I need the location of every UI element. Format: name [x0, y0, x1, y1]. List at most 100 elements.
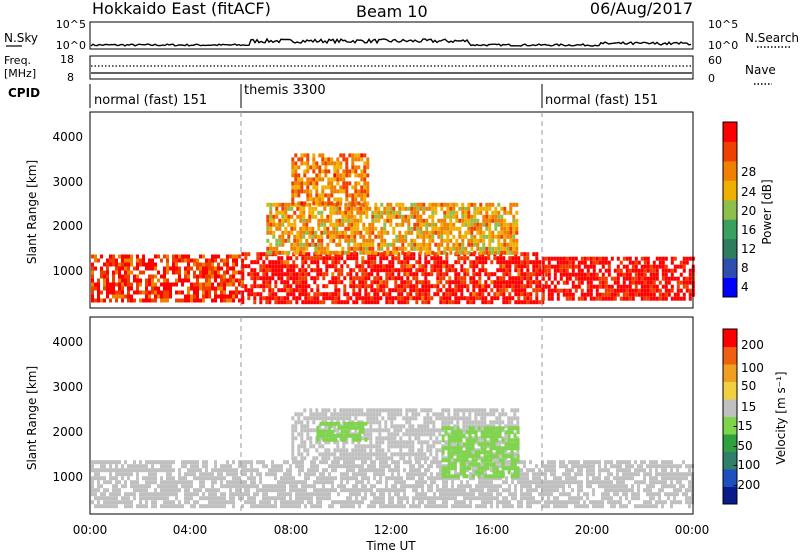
velocity-cell	[412, 504, 415, 509]
velocity-cell	[589, 484, 592, 489]
velocity-cell	[688, 500, 691, 505]
velocity-cell	[363, 412, 367, 417]
power-cell	[520, 276, 524, 281]
velocity-cell	[351, 408, 355, 413]
power-cell	[330, 189, 334, 194]
power-cell	[422, 238, 426, 243]
power-cell	[385, 296, 389, 301]
power-cell	[232, 266, 235, 271]
power-cell	[351, 161, 355, 166]
power-cell	[301, 284, 305, 289]
power-cell	[346, 296, 350, 301]
power-cell	[455, 242, 459, 247]
velocity-cell	[154, 476, 157, 481]
power-cell	[526, 252, 530, 257]
power-cell	[670, 260, 674, 265]
power-cell	[361, 300, 365, 305]
velocity-cell	[484, 500, 487, 505]
velocity-cell	[640, 468, 643, 473]
velocity-cell	[580, 504, 583, 509]
power-cell	[538, 284, 542, 289]
velocity-cell	[643, 476, 646, 481]
velocity-cell	[376, 488, 379, 493]
power-cell	[532, 264, 536, 269]
power-cell	[455, 210, 459, 215]
power-cell	[556, 280, 560, 285]
velocity-cell	[294, 424, 298, 429]
velocity-cell	[399, 448, 403, 453]
power-cell	[416, 242, 420, 247]
velocity-cell	[336, 428, 340, 433]
velocity-cell	[319, 480, 322, 485]
velocity-cell	[330, 416, 334, 421]
velocity-cell	[127, 492, 130, 497]
power-cell	[515, 238, 519, 243]
power-cell	[376, 300, 380, 305]
power-cell	[91, 270, 94, 275]
power-cell	[300, 201, 304, 206]
velocity-cell	[550, 500, 553, 505]
velocity-cell	[157, 484, 160, 489]
velocity-cell	[148, 496, 151, 501]
velocity-cell	[520, 476, 523, 481]
power-cell	[175, 282, 178, 287]
power-cell	[336, 181, 340, 186]
velocity-cell	[163, 464, 166, 469]
power-cell	[127, 266, 130, 271]
velocity-cell	[616, 488, 619, 493]
velocity-cell	[250, 504, 253, 509]
power-cell	[313, 256, 317, 261]
power-cell	[365, 242, 369, 247]
power-cell	[400, 296, 404, 301]
velocity-cell	[421, 476, 424, 481]
power-cell	[502, 292, 506, 297]
power-cell	[328, 296, 332, 301]
power-cell	[256, 272, 260, 277]
velocity-cell	[424, 492, 427, 497]
power-cell	[526, 276, 530, 281]
velocity-cell	[259, 504, 262, 509]
power-cell	[491, 250, 495, 255]
velocity-cell	[348, 428, 352, 433]
velocity-cell	[280, 504, 283, 509]
power-cell	[473, 234, 477, 239]
velocity-cell	[340, 500, 343, 505]
power-cell	[448, 296, 452, 301]
velocity-cell	[220, 476, 223, 481]
power-cell	[395, 250, 399, 255]
velocity-cell	[670, 492, 673, 497]
velocity-cell	[151, 480, 154, 485]
velocity-cell	[403, 488, 406, 493]
velocity-cell	[414, 436, 418, 441]
power-cell	[505, 280, 509, 285]
power-cell	[397, 288, 401, 293]
velocity-cell	[151, 500, 154, 505]
power-cell	[500, 206, 504, 211]
velocity-cell	[547, 468, 550, 473]
velocity-cell	[205, 464, 208, 469]
velocity-cell	[426, 408, 430, 413]
power-cell	[353, 246, 357, 251]
power-cell	[127, 262, 130, 267]
velocity-cell	[385, 484, 388, 489]
power-cell	[259, 276, 263, 281]
power-cell	[436, 264, 440, 269]
velocity-cell	[415, 504, 418, 509]
velocity-cell	[417, 428, 421, 433]
power-cell	[391, 260, 395, 265]
power-cell	[345, 169, 349, 174]
velocity-cell	[316, 464, 319, 469]
power-cell	[350, 226, 354, 231]
power-cell	[359, 206, 363, 211]
power-cell	[466, 268, 470, 273]
power-cell	[320, 210, 324, 215]
velocity-cell	[297, 448, 301, 453]
power-cell	[364, 296, 368, 301]
power-cell	[208, 282, 211, 287]
power-cell	[327, 201, 331, 206]
power-cell	[330, 201, 334, 206]
power-cell	[386, 202, 390, 207]
power-cell	[348, 193, 352, 198]
power-cell	[661, 284, 665, 289]
velocity-cell	[97, 480, 100, 485]
